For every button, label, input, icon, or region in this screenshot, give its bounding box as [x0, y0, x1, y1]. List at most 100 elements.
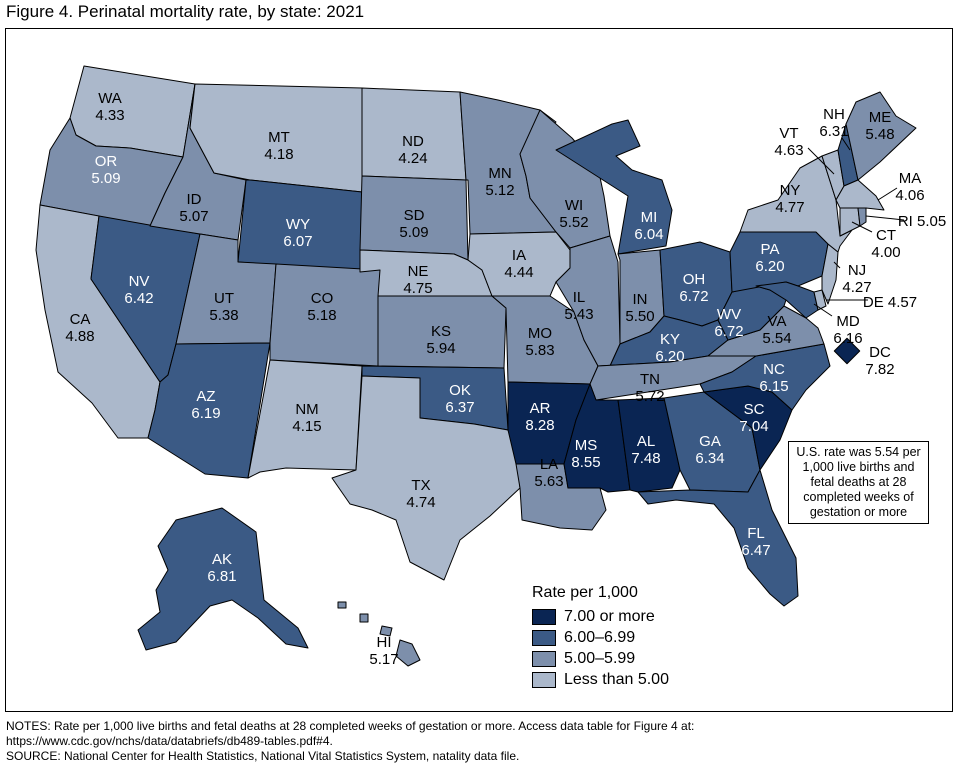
state-rate-dc: 7.82 [865, 361, 894, 378]
state-rate-ut: 5.38 [209, 307, 238, 324]
state-rate-co: 5.18 [307, 307, 336, 324]
source-text: SOURCE: National Center for Health Stati… [6, 749, 520, 763]
state-rate-mt: 4.18 [264, 146, 293, 163]
legend-swatch [532, 608, 556, 625]
state-abbr-ca: CA [70, 311, 91, 328]
state-abbr-dc: DC [869, 344, 891, 361]
legend-item: 7.00 or more [532, 606, 669, 627]
leader-line-MD [813, 303, 833, 317]
state-abbr-ma: MA [899, 170, 922, 187]
state-abbr-ks: KS [431, 323, 451, 340]
legend-item: 5.00–5.99 [532, 648, 669, 669]
state-rate-fl: 6.47 [741, 542, 770, 559]
state-abbr-tn: TN [640, 371, 660, 388]
state-shape-MI [555, 119, 673, 255]
leader-line-NH [841, 137, 851, 151]
state-shape-FL [637, 469, 799, 607]
state-shape-ME [845, 91, 917, 181]
state-rate-pa: 6.20 [755, 258, 784, 275]
state-abbr-mn: MN [488, 165, 511, 182]
state-shape-NC [699, 343, 831, 411]
state-rate-ia: 4.44 [504, 264, 533, 281]
state-rate-ar: 8.28 [525, 417, 554, 434]
state-rate-nj: 4.27 [842, 279, 871, 296]
state-abbr-hi: HI [377, 634, 392, 651]
state-rate-oh: 6.72 [679, 288, 708, 305]
legend-label: 7.00 or more [564, 607, 655, 625]
state-rate-or: 5.09 [91, 170, 120, 187]
state-abbr-sd: SD [404, 207, 425, 224]
dc-marker [833, 337, 861, 365]
state-rate-la: 5.63 [534, 473, 563, 490]
state-abbr-il: IL [573, 289, 586, 306]
state-rate-ca: 4.88 [65, 328, 94, 345]
leader-line-MA [877, 187, 898, 201]
state-shape-RI [857, 207, 867, 227]
state-abbr-ut: UT [214, 290, 234, 307]
state-rate-md: 6.16 [833, 330, 862, 347]
state-abbr-md: MD [836, 313, 859, 330]
state-abbr-ms: MS [575, 437, 598, 454]
state-rate-sd: 5.09 [399, 224, 428, 241]
state-rate-sc: 7.04 [739, 418, 768, 435]
state-rate-va: 5.54 [762, 330, 791, 347]
state-abbr-tx: TX [411, 477, 430, 494]
state-abbr-wv: WV [717, 306, 741, 323]
state-abbr-in: IN [633, 291, 648, 308]
state-shape-HI-maui [379, 625, 393, 637]
figure-title: Figure 4. Perinatal mortality rate, by s… [6, 2, 365, 21]
state-shape-HI-oahu [359, 613, 369, 623]
state-abbr-nd: ND [402, 133, 424, 150]
state-rate-nd: 4.24 [398, 150, 427, 167]
state-abbr-pa: PA [761, 241, 780, 258]
state-abbr-ne: NE [408, 263, 429, 280]
state-abbr-ia: IA [512, 247, 526, 264]
state-abbr-wa: WA [98, 90, 122, 107]
legend-swatch [532, 671, 556, 688]
state-shape-HI [395, 639, 421, 667]
state-rate-wy: 6.07 [283, 233, 312, 250]
state-abbr-wy: WY [286, 216, 310, 233]
state-rate-tn: 5.72 [635, 388, 664, 405]
state-shape-MS [563, 383, 631, 493]
state-shape-AK [137, 507, 309, 651]
state-rate-wv: 6.72 [714, 323, 743, 340]
state-abbr-nh: NH [823, 106, 845, 123]
state-abbr-nv: NV [129, 273, 150, 290]
state-abbr-or: OR [95, 153, 118, 170]
state-rate-ga: 6.34 [695, 450, 724, 467]
legend-title: Rate per 1,000 [532, 584, 638, 601]
state-rate-tx: 4.74 [406, 494, 435, 511]
state-rate-ok: 6.37 [445, 399, 474, 416]
state-abbr-sc: SC [744, 401, 765, 418]
state-abbr-ct: CT [876, 227, 896, 244]
leader-line-VT [807, 147, 835, 175]
state-rate-wi: 5.52 [559, 214, 588, 231]
state-rate-ma: 4.06 [895, 187, 924, 204]
figure-notes: NOTES: Rate per 1,000 live births and fe… [6, 719, 951, 764]
legend: Rate per 1,000 7.00 or more 6.00–6.99 5.… [532, 584, 669, 690]
state-abbr-vt: VT [779, 125, 798, 142]
legend-label: 5.00–5.99 [564, 649, 636, 667]
state-abbr-ny: NY [780, 182, 801, 199]
state-abbr-id: ID [187, 191, 202, 208]
state-rate-vt: 4.63 [774, 142, 803, 159]
state-abbr-oh: OH [683, 271, 706, 288]
state-shape-HI-kauai [337, 601, 347, 609]
leader-line-CT [851, 221, 873, 233]
state-abbr-mo: MO [528, 325, 552, 342]
state-abbr-ok: OK [449, 382, 471, 399]
state-rate-me: 5.48 [865, 126, 894, 143]
state-rate-ms: 8.55 [571, 454, 600, 471]
state-abbr-mt: MT [268, 129, 290, 146]
state-rate-ak: 6.81 [207, 568, 236, 585]
state-abbr-fl: FL [747, 525, 765, 542]
notes-text: NOTES: Rate per 1,000 live births and fe… [6, 719, 695, 748]
legend-swatch [532, 650, 556, 667]
state-rate-ky: 6.20 [655, 348, 684, 365]
state-rate-mn: 5.12 [485, 182, 514, 199]
state-rate-wa: 4.33 [95, 107, 124, 124]
state-abbr-nj: NJ [848, 262, 866, 279]
state-rate-id: 5.07 [179, 208, 208, 225]
state-rate-nm: 4.15 [292, 418, 321, 435]
